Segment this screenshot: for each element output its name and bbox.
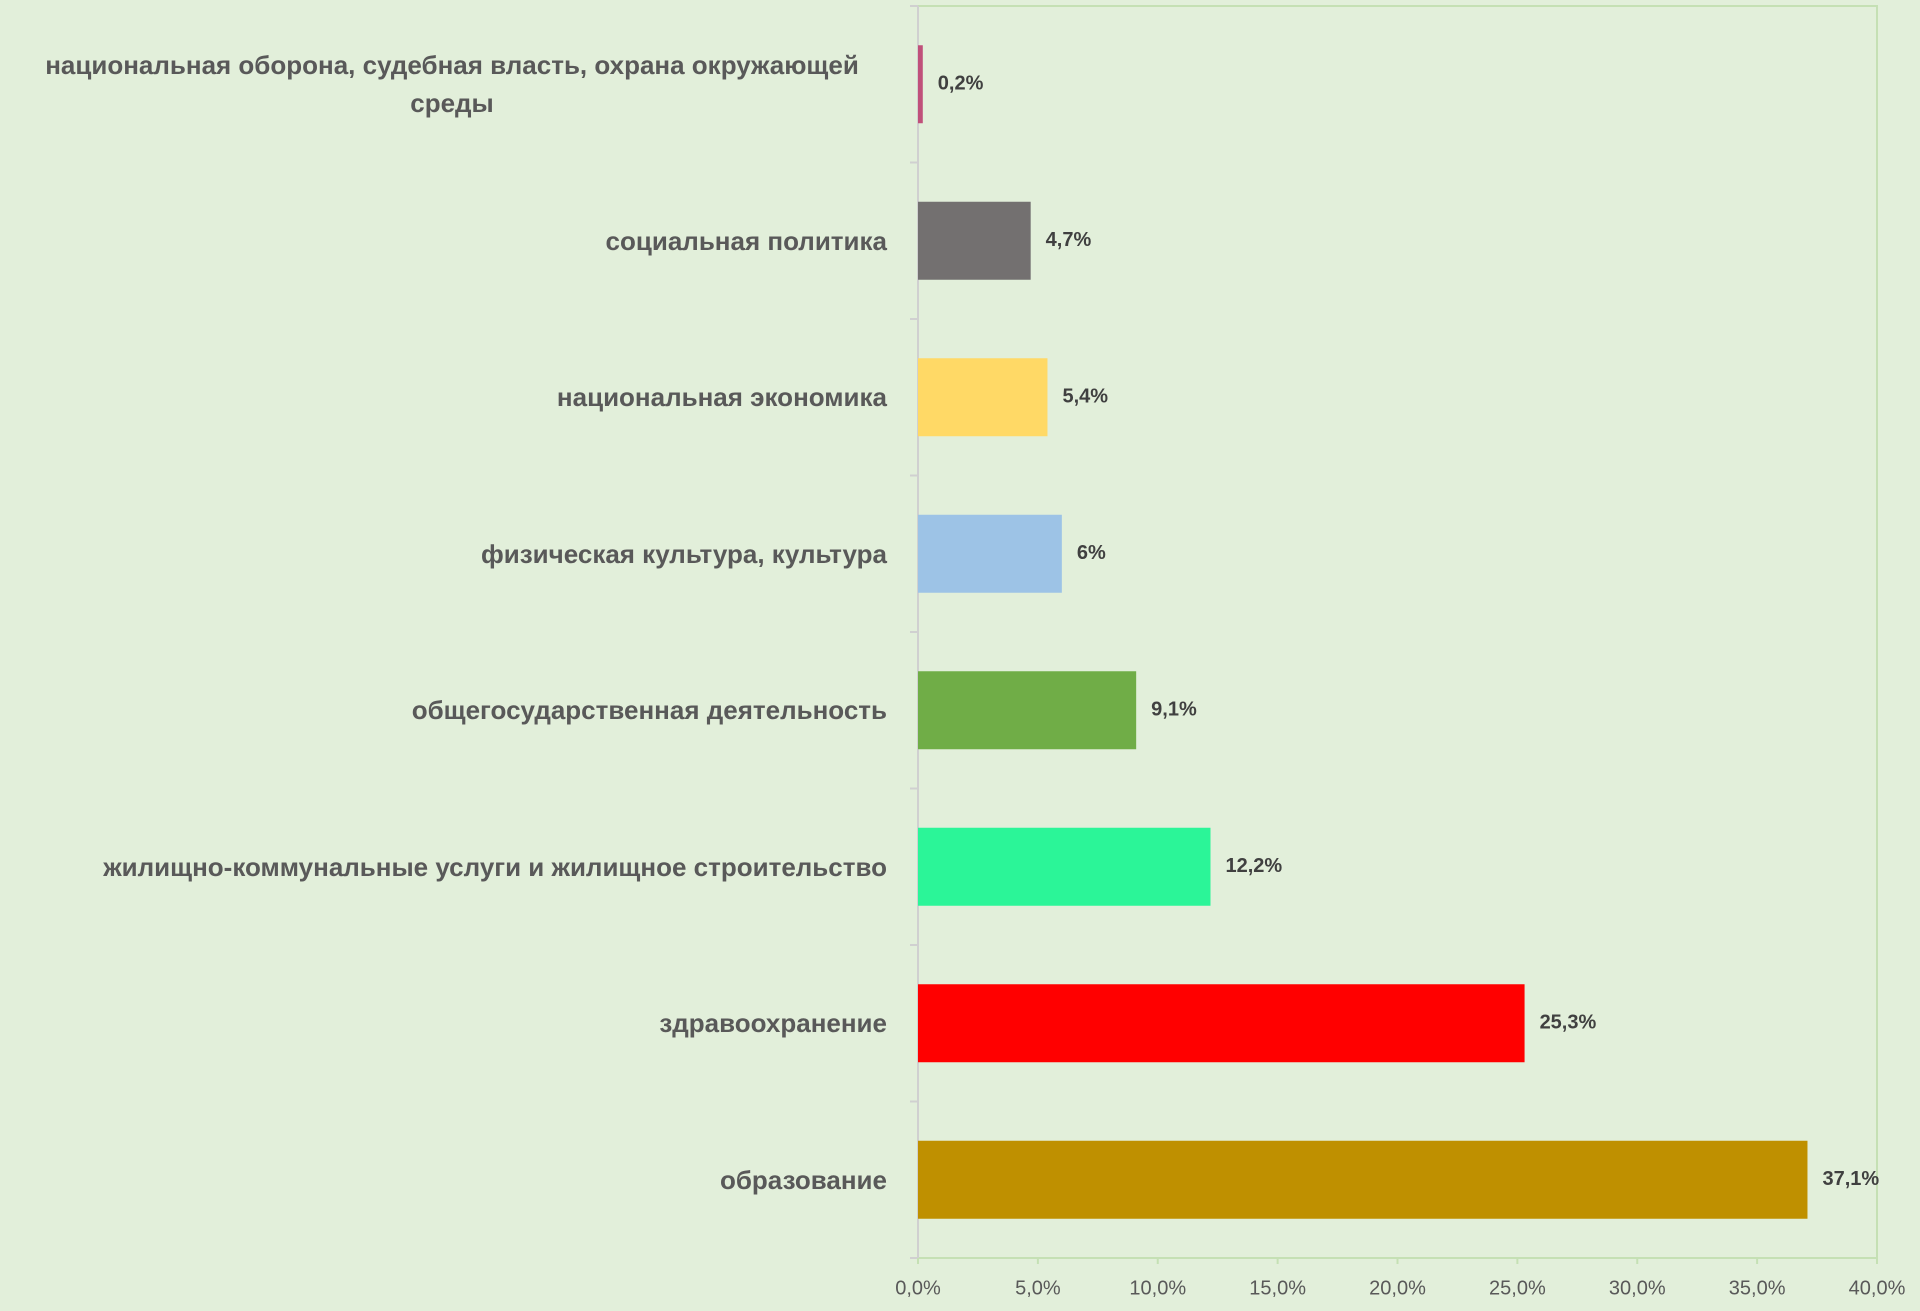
category-label: национальная экономика bbox=[556, 382, 887, 413]
bar bbox=[918, 984, 1525, 1063]
x-tick-label: 40,0% bbox=[1849, 1277, 1906, 1299]
value-label: 25,3% bbox=[1540, 1012, 1597, 1034]
x-tick-label: 20,0% bbox=[1369, 1277, 1426, 1299]
x-tick-label: 5,0% bbox=[1015, 1277, 1061, 1299]
category-label: образование bbox=[719, 1164, 887, 1195]
value-label: 12,2% bbox=[1225, 855, 1282, 877]
bar bbox=[918, 201, 1031, 280]
category-label: жилищно-коммунальные услуги и жилищное с… bbox=[103, 851, 887, 882]
x-tick-label: 0,0% bbox=[895, 1277, 941, 1299]
bar bbox=[918, 671, 1137, 750]
x-tick-label: 35,0% bbox=[1729, 1277, 1786, 1299]
x-tick-label: 30,0% bbox=[1609, 1277, 1666, 1299]
category-label: здравоохранение bbox=[659, 1008, 887, 1039]
value-label: 9,1% bbox=[1151, 699, 1197, 721]
plot-border bbox=[917, 5, 1878, 1259]
value-label: 4,7% bbox=[1046, 229, 1092, 251]
x-tick-label: 10,0% bbox=[1129, 1277, 1186, 1299]
x-tick-label: 25,0% bbox=[1489, 1277, 1546, 1299]
value-label: 0,2% bbox=[938, 73, 984, 95]
value-label: 5,4% bbox=[1062, 386, 1108, 408]
bar bbox=[918, 358, 1048, 437]
value-label: 6% bbox=[1077, 542, 1106, 564]
category-label: общегосударственная деятельность bbox=[411, 695, 887, 726]
category-label: физическая культура, культура bbox=[481, 538, 887, 569]
category-label: социальная политика bbox=[605, 225, 887, 256]
bar bbox=[918, 1140, 1808, 1219]
bar bbox=[918, 514, 1062, 593]
bar bbox=[918, 827, 1211, 906]
category-label: национальная оборона, судебная власть, о… bbox=[45, 50, 859, 119]
value-label: 37,1% bbox=[1822, 1168, 1879, 1190]
x-tick-label: 15,0% bbox=[1249, 1277, 1306, 1299]
bar bbox=[918, 45, 923, 124]
